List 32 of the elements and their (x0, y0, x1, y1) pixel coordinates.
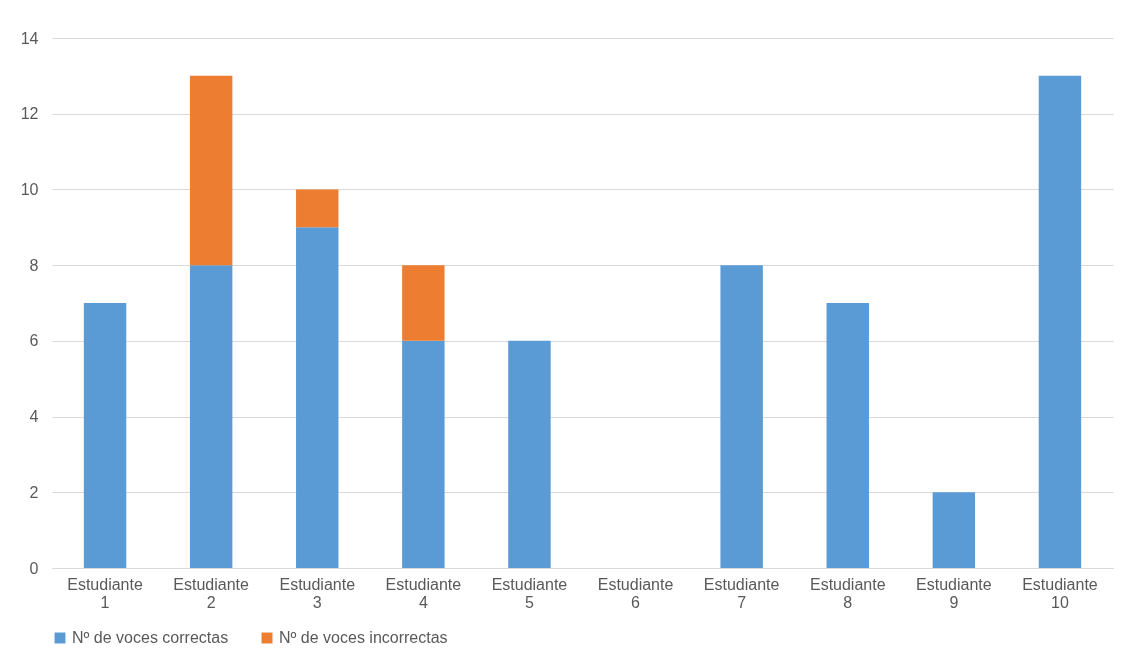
y-tick-label: 0 (29, 559, 39, 577)
y-tick-label: 6 (29, 332, 39, 350)
bar (296, 227, 339, 568)
x-tick-label: Estudiante 4 (385, 575, 462, 611)
x-tick-label: Estudiante 5 (491, 575, 568, 611)
bar (402, 265, 445, 341)
x-tick-label: Estudiante 2 (173, 575, 250, 611)
x-tick-label: Estudiante 1 (67, 575, 143, 611)
x-tick-label: Estudiante 7 (703, 575, 780, 611)
y-tick-label: 10 (20, 180, 39, 198)
bar (83, 303, 127, 568)
x-tick-label: Estudiante 10 (1022, 575, 1098, 611)
bar (189, 75, 233, 266)
bar (402, 340, 445, 568)
bar (720, 265, 763, 568)
bar (296, 189, 339, 228)
y-tick-label: 12 (20, 105, 39, 123)
legend-label: Nº de voces incorrectas (279, 629, 448, 646)
x-tick-label: Estudiante 9 (916, 575, 992, 611)
bar (932, 492, 976, 568)
bar (189, 265, 233, 568)
x-tick-label: Estudiante 3 (279, 575, 356, 611)
bar (1038, 75, 1082, 568)
legend-label: Nº de voces correctas (72, 629, 229, 646)
y-tick-label: 2 (29, 483, 39, 501)
bar (508, 340, 551, 568)
y-tick-label: 8 (29, 256, 39, 274)
x-tick-label: Estudiante 6 (597, 575, 674, 611)
y-tick-label: 14 (20, 29, 39, 47)
y-tick-label: 4 (29, 408, 39, 426)
x-tick-label: Estudiante 8 (809, 575, 886, 611)
bar (826, 303, 869, 568)
